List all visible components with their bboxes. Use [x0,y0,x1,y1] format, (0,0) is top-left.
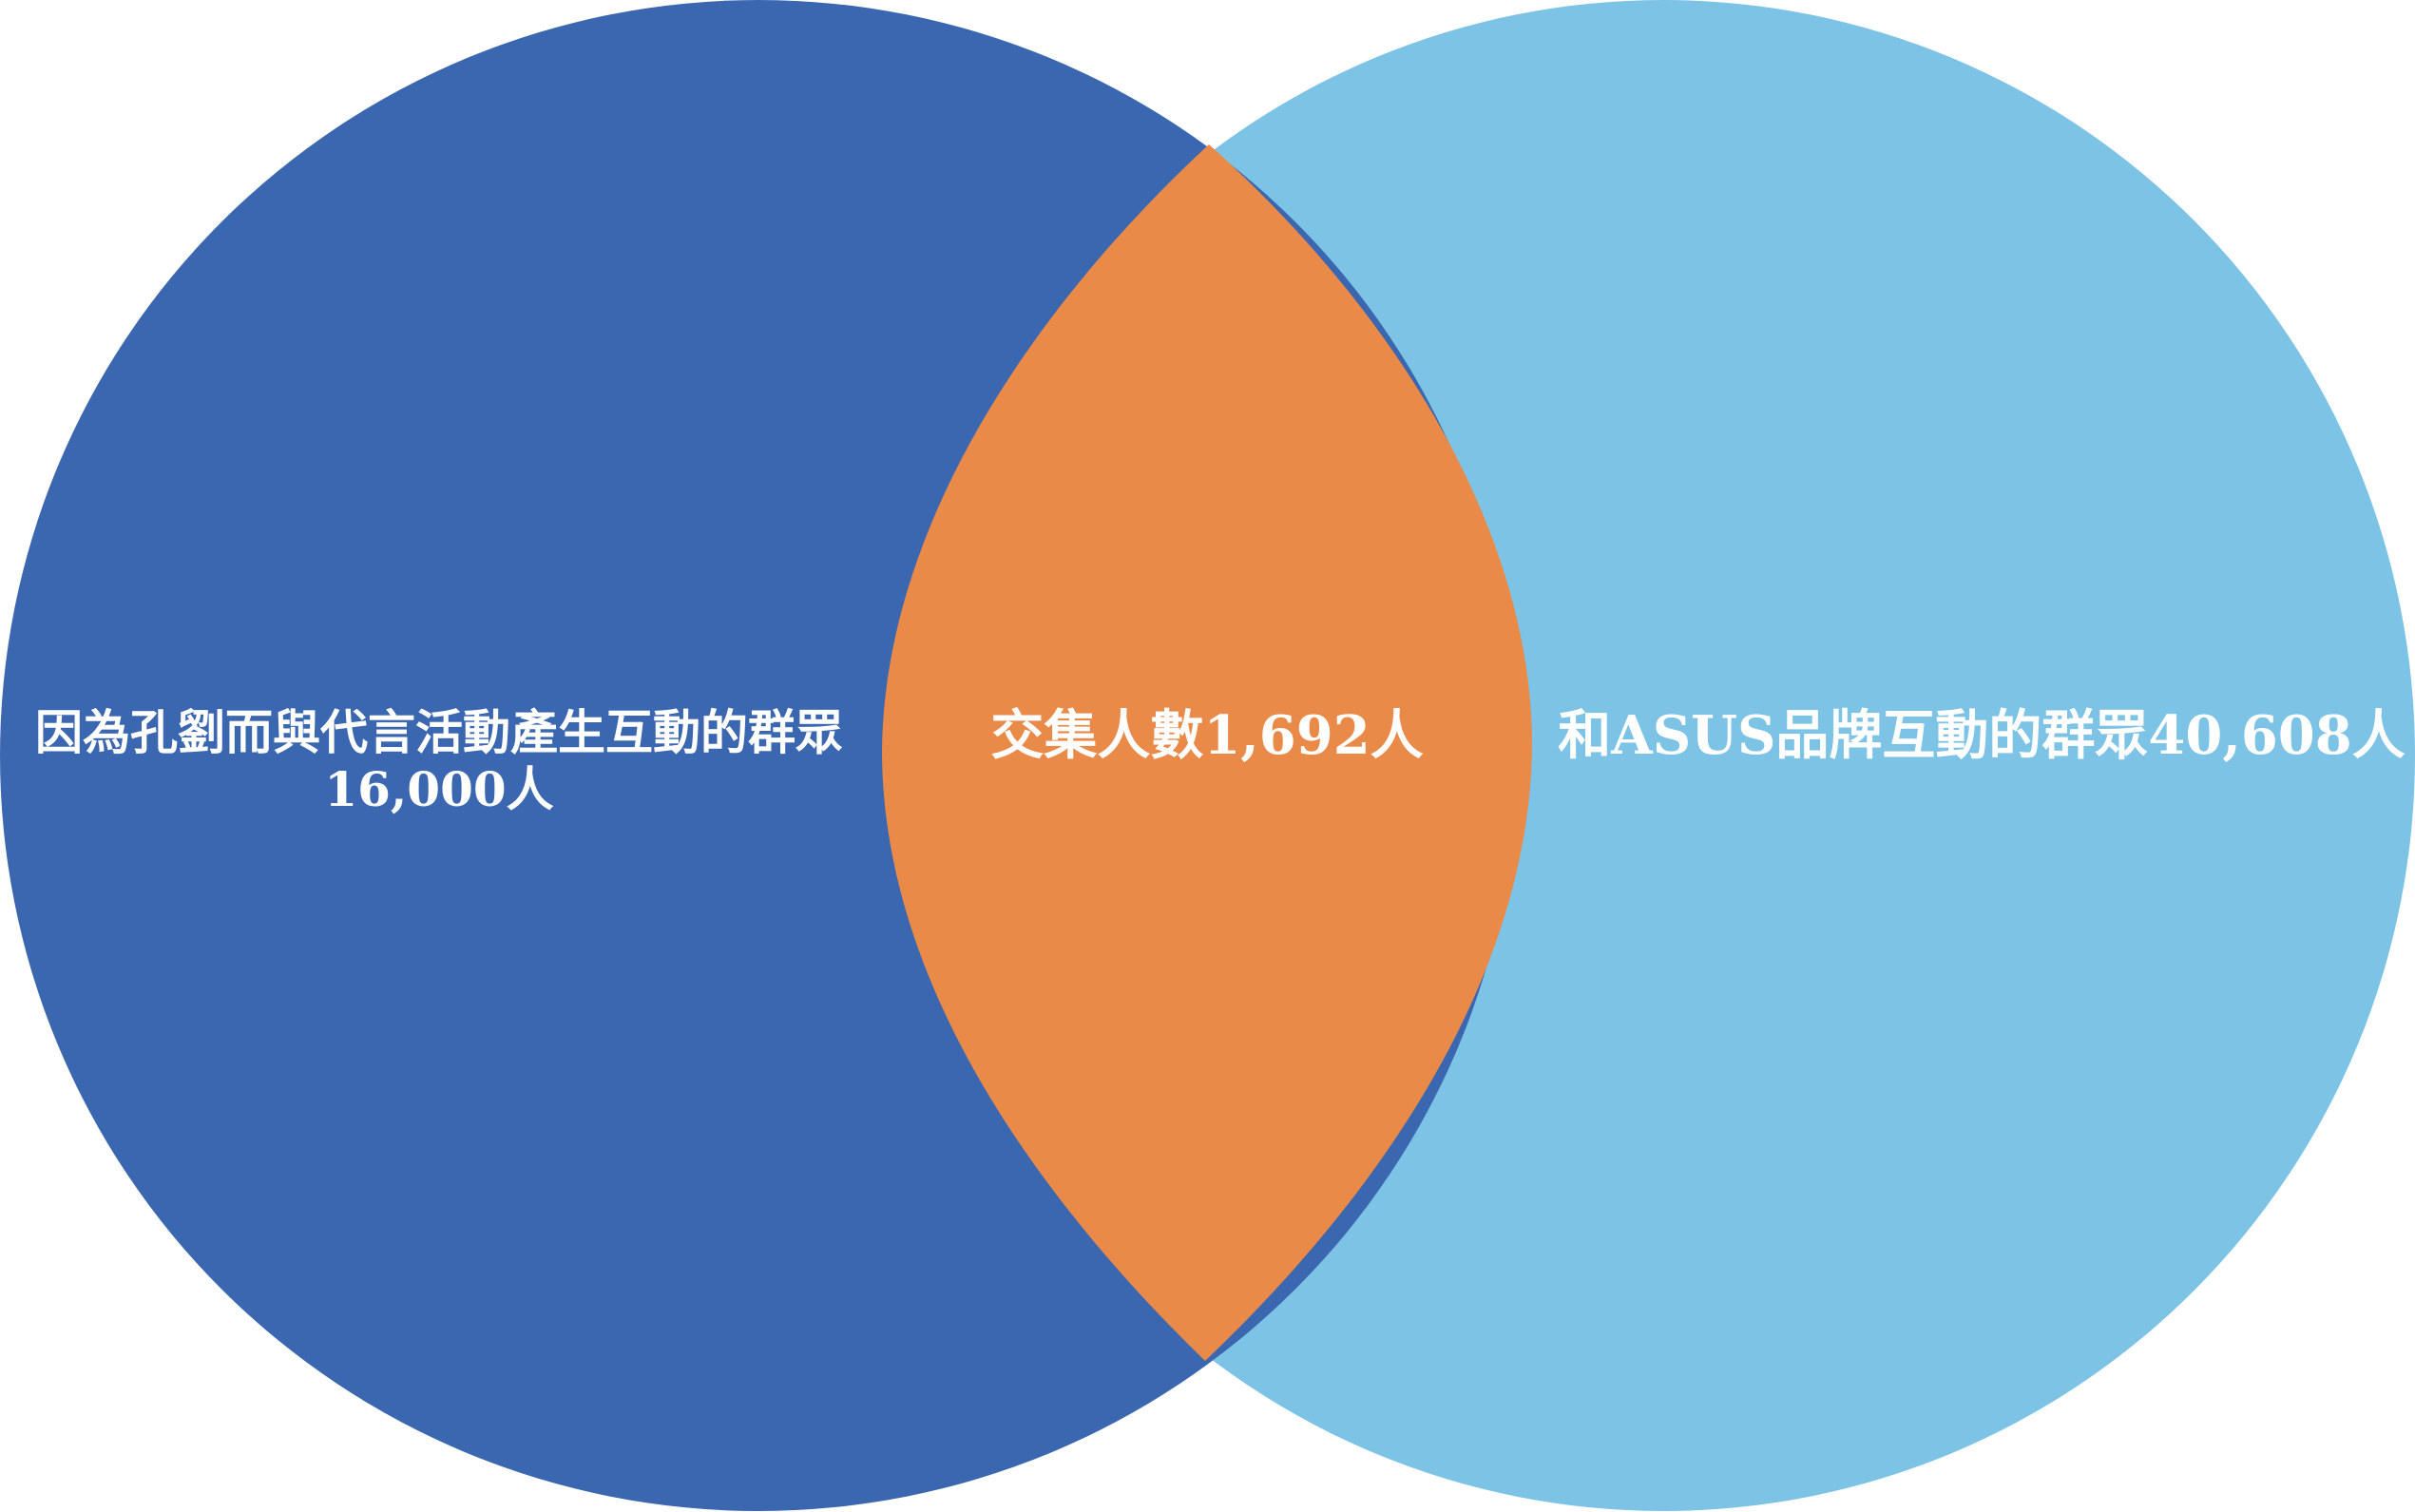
intersection-label: 交集人數1,692人 [990,704,1423,767]
left-set-label-line2: 16,000人 [324,761,553,817]
right-set-label: 和ASUS品牌互動的群眾40,608人 [1558,704,2405,767]
left-set-label-line1: 因為孔劉而與代言活動產生互動的群眾 [35,704,843,760]
intersection-region [882,144,1532,1361]
